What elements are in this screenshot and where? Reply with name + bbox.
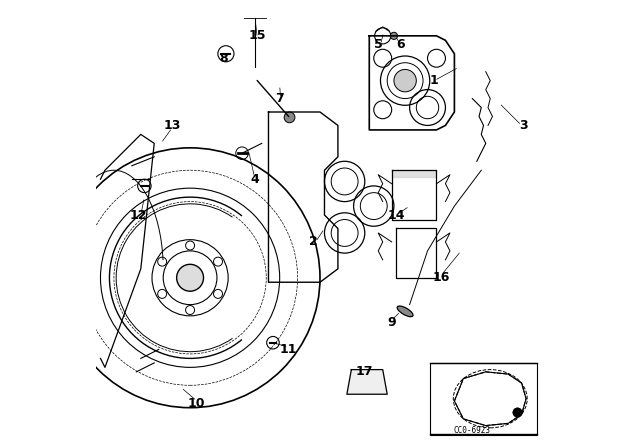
Text: 1: 1 xyxy=(430,74,438,87)
Text: 10: 10 xyxy=(188,396,205,410)
Text: 4: 4 xyxy=(251,172,259,186)
Circle shape xyxy=(284,112,295,123)
Circle shape xyxy=(177,264,204,291)
Text: 2: 2 xyxy=(309,235,317,249)
Text: 14: 14 xyxy=(387,208,405,222)
Text: 16: 16 xyxy=(432,271,450,284)
FancyBboxPatch shape xyxy=(430,363,538,435)
Circle shape xyxy=(394,69,417,92)
Polygon shape xyxy=(347,370,387,394)
Text: 11: 11 xyxy=(280,343,298,356)
Text: 6: 6 xyxy=(396,38,405,52)
Text: CC0-6923: CC0-6923 xyxy=(454,426,491,435)
Ellipse shape xyxy=(397,306,413,317)
Text: 12: 12 xyxy=(130,208,147,222)
Text: 5: 5 xyxy=(374,38,383,52)
Circle shape xyxy=(390,32,397,39)
Text: 17: 17 xyxy=(356,365,374,379)
Text: 9: 9 xyxy=(387,316,396,329)
Text: 15: 15 xyxy=(248,29,266,43)
Text: 8: 8 xyxy=(220,52,228,65)
Text: 7: 7 xyxy=(275,92,284,105)
Polygon shape xyxy=(392,170,436,177)
Text: 13: 13 xyxy=(163,119,181,132)
Text: 3: 3 xyxy=(520,119,528,132)
